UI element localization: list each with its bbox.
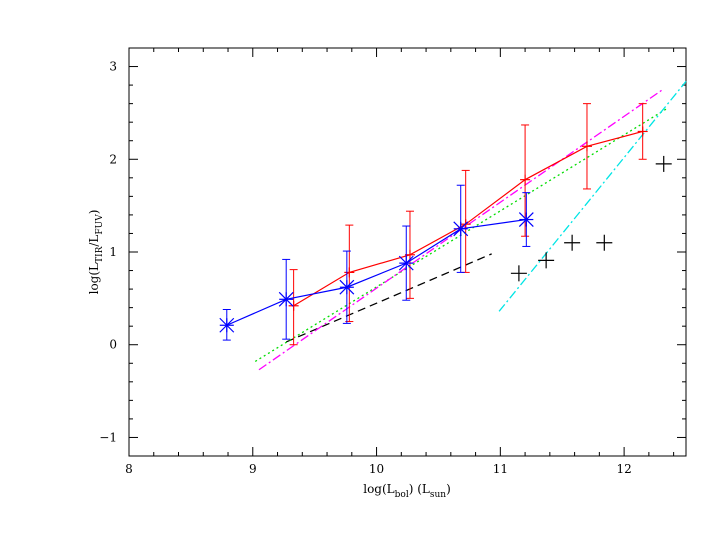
x-tick-label: 10 <box>369 462 384 476</box>
y-tick-label: 3 <box>109 60 117 74</box>
dash-dot-reference-line <box>498 80 687 312</box>
data-point-marker <box>518 212 534 227</box>
x-axis-title: log(Lbol) (Lsun) <box>363 482 451 500</box>
y-tick-label: −1 <box>99 430 117 444</box>
series-line <box>293 130 643 307</box>
y-tick-label: 1 <box>109 245 117 259</box>
dotted-reference-line <box>254 107 668 362</box>
data-point-marker <box>398 255 414 271</box>
data-point-marker <box>219 317 235 333</box>
data-point-marker <box>453 221 469 237</box>
series-line <box>226 218 527 326</box>
x-tick-label: 11 <box>493 462 508 476</box>
axis-ticks <box>128 47 686 457</box>
data-point-marker <box>339 279 355 295</box>
y-tick-label: 2 <box>109 152 117 166</box>
data-point-marker <box>278 291 294 307</box>
y-tick-label: 0 <box>109 338 117 352</box>
y-axis-title: log(LTIR/LFUV) <box>87 210 105 295</box>
x-tick-label: 9 <box>249 462 257 476</box>
plot-frame <box>128 47 687 457</box>
x-tick-label: 12 <box>616 462 631 476</box>
data-series <box>219 103 672 346</box>
dashed-reference-line <box>285 253 492 343</box>
x-tick-label: 8 <box>125 462 133 476</box>
reference-lines <box>254 80 687 371</box>
